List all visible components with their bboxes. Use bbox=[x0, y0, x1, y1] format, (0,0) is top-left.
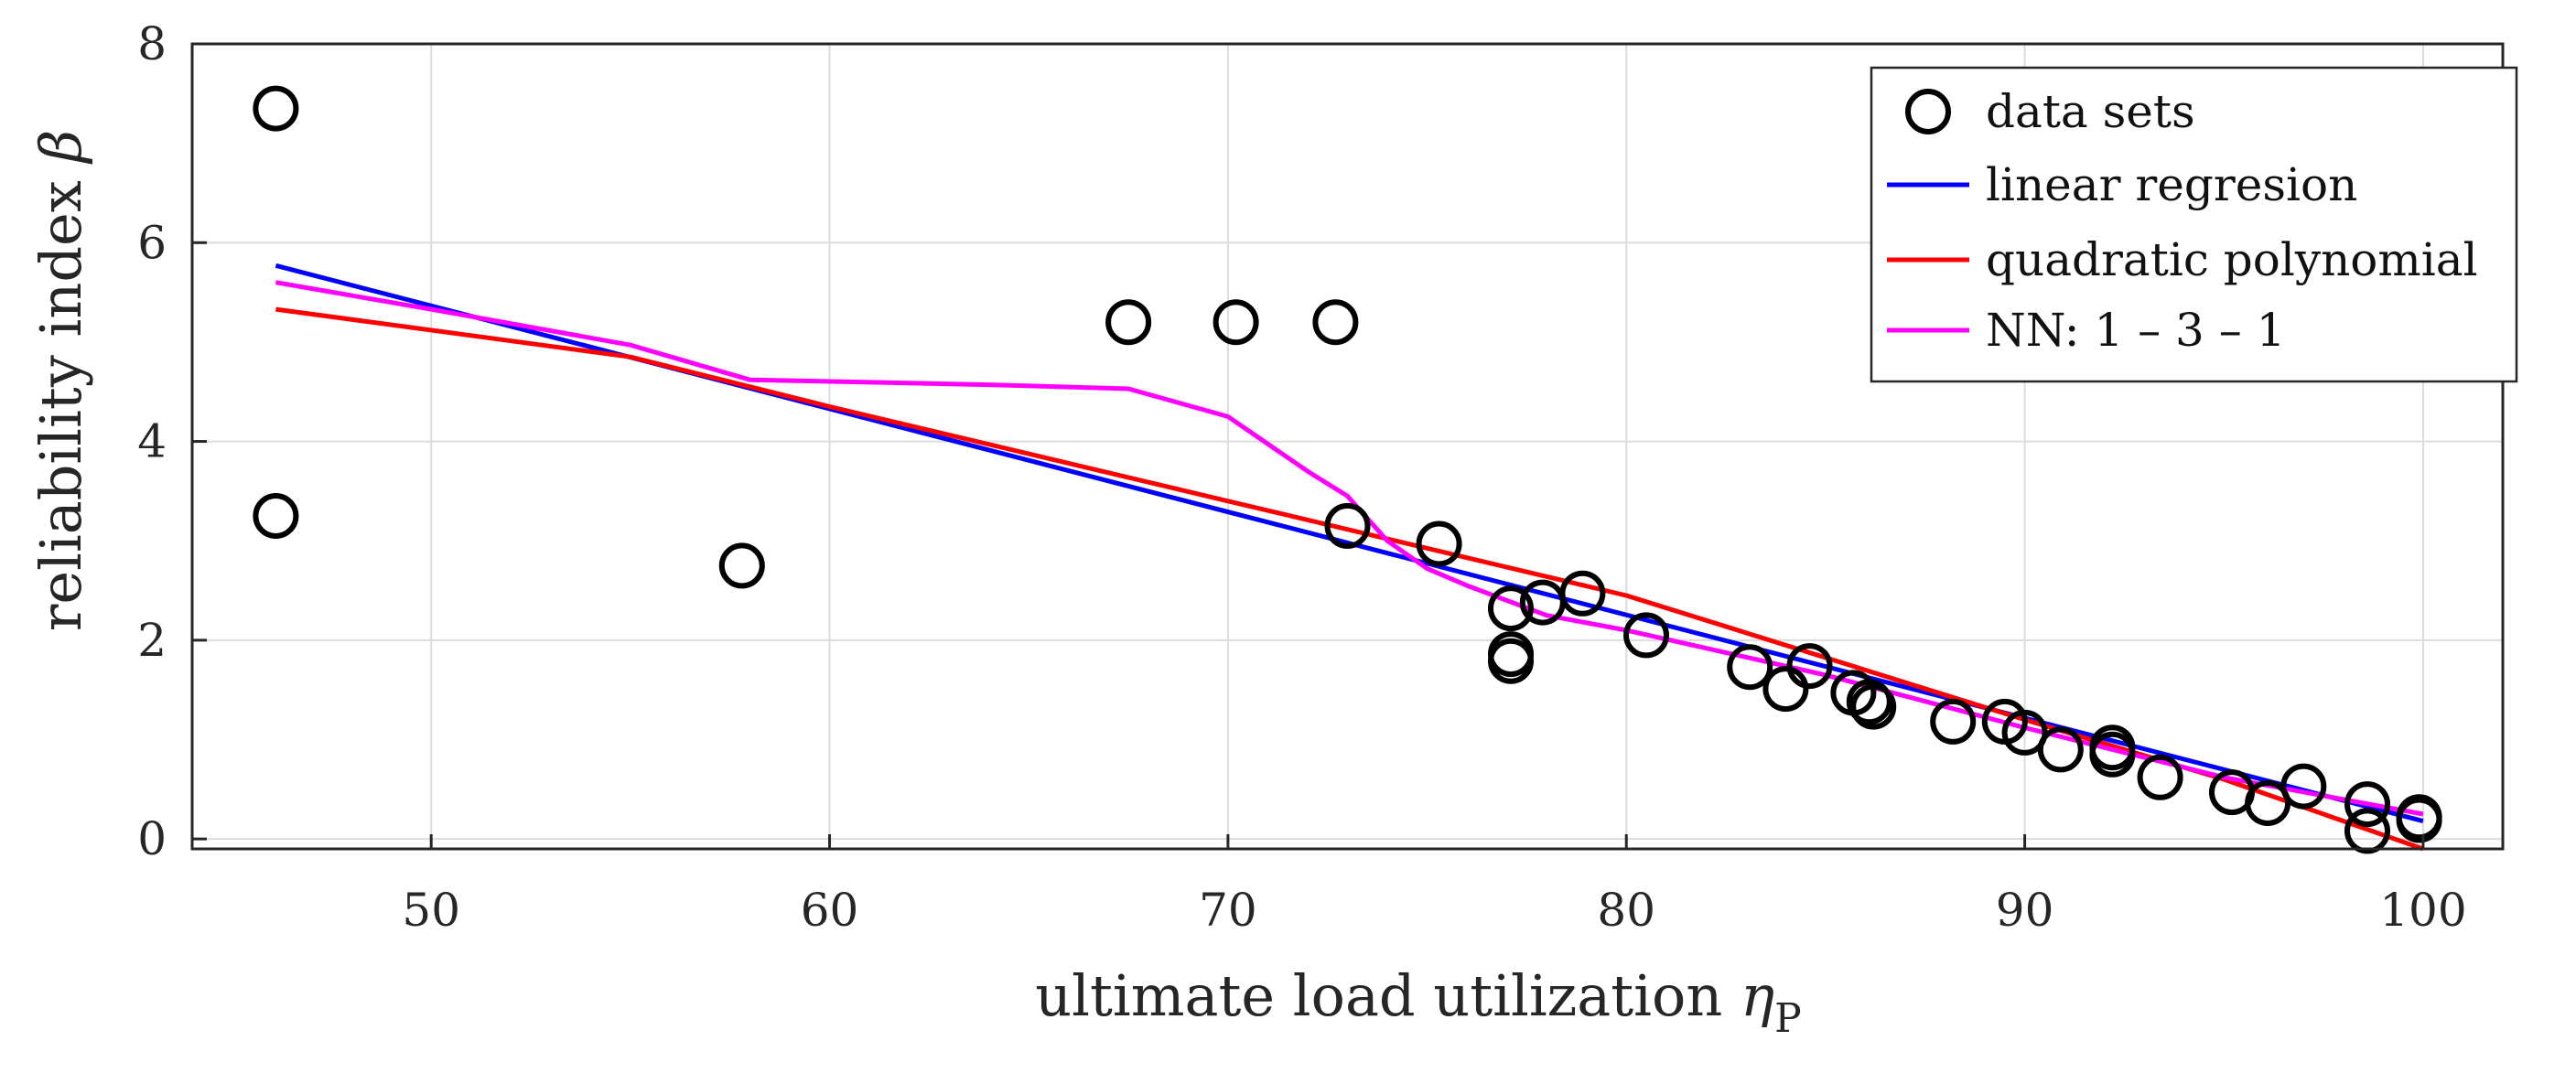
data-point bbox=[2344, 808, 2390, 854]
data-point bbox=[1324, 502, 1371, 549]
x-tick-label: 50 bbox=[402, 884, 460, 937]
x-tick-label: 90 bbox=[1996, 884, 2054, 937]
data-point bbox=[1786, 643, 1833, 690]
x-axis-label: ultimate load utilization ηP bbox=[1035, 962, 1802, 1042]
data-point bbox=[1846, 679, 1892, 725]
legend-label-nn: NN: 1 – 3 – 1 bbox=[1986, 304, 2285, 357]
data-point bbox=[1930, 698, 1977, 745]
legend-label-linear-regression: linear regresion bbox=[1986, 158, 2357, 211]
data-point bbox=[1762, 666, 1809, 713]
data-point bbox=[718, 542, 765, 589]
data-point bbox=[2245, 780, 2291, 826]
y-tick-label: 8 bbox=[137, 17, 167, 70]
data-point bbox=[1416, 520, 1462, 567]
data-point bbox=[1488, 638, 1534, 684]
x-tick-label: 100 bbox=[2379, 884, 2466, 937]
y-axis-label: reliability index β bbox=[27, 130, 94, 631]
data-point bbox=[2280, 763, 2327, 810]
legend-marker-data-sets bbox=[1905, 89, 1951, 134]
y-tick-label: 4 bbox=[137, 415, 167, 468]
data-point bbox=[2137, 754, 2183, 800]
plot-area bbox=[253, 85, 2442, 854]
y-tick-label: 2 bbox=[137, 614, 167, 667]
data-point bbox=[2344, 781, 2390, 828]
x-tick-label: 60 bbox=[801, 884, 859, 937]
y-tick-label: 6 bbox=[137, 216, 167, 269]
legend-label-quadratic-polynomial: quadratic polynomial bbox=[1986, 233, 2478, 286]
data-point bbox=[1213, 299, 1259, 346]
data-point bbox=[1850, 683, 1897, 730]
data-point bbox=[2089, 731, 2136, 778]
data-point bbox=[1623, 612, 1669, 659]
legend-label-data-sets: data sets bbox=[1986, 85, 2195, 138]
legend: data sets linear regresion quadratic pol… bbox=[1870, 66, 2518, 383]
data-point bbox=[1559, 570, 1606, 617]
data-point bbox=[2396, 797, 2442, 843]
data-point bbox=[2037, 726, 2084, 773]
data-point bbox=[1105, 299, 1152, 346]
axes-box bbox=[190, 42, 2505, 851]
ticks: 50 60 70 80 90 100 0 2 4 6 8 bbox=[137, 17, 2466, 937]
y-tick-label: 0 bbox=[137, 812, 167, 865]
data-point bbox=[1727, 644, 1773, 691]
legend-box bbox=[1870, 66, 2518, 383]
x-tick-label: 80 bbox=[1597, 884, 1655, 937]
data-point bbox=[1312, 299, 1359, 346]
data-point bbox=[253, 493, 299, 539]
x-tick-label: 70 bbox=[1199, 884, 1257, 937]
data-point bbox=[253, 85, 299, 132]
data-point bbox=[2001, 709, 2048, 756]
data-point bbox=[1488, 585, 1534, 632]
